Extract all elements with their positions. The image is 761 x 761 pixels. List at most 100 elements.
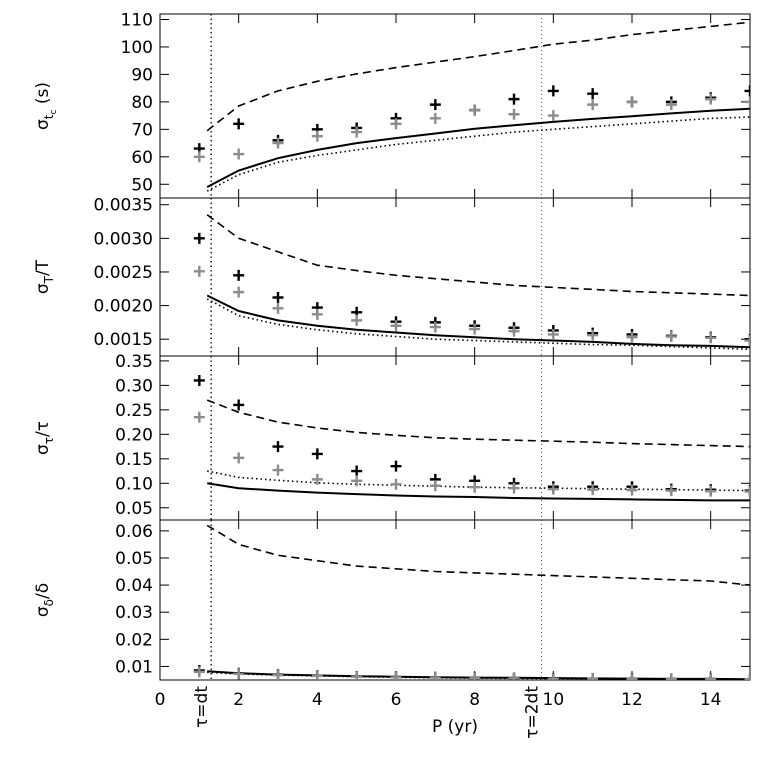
plus-point-gray (626, 96, 638, 108)
y-label-sigma: σ (33, 444, 53, 455)
y-tick-label: 0.30 (115, 376, 153, 396)
dashed-curve (206, 399, 750, 448)
x-tick-label: 8 (469, 690, 480, 710)
plus-point-gray (626, 331, 638, 343)
annotation-tau-2dt: τ=2dt (523, 686, 543, 739)
y-tick-label: 0.0030 (94, 229, 153, 249)
plus-point-gray (390, 671, 402, 680)
y-label-sigma: σ (33, 119, 53, 130)
plus-point-gray (744, 96, 750, 108)
plus-point-gray (351, 671, 363, 680)
y-tick-label: 50 (131, 175, 153, 195)
plus-point-gray (311, 130, 323, 142)
plus-point-black (233, 269, 245, 281)
plus-point-gray (587, 99, 599, 111)
plus-point-gray (705, 485, 717, 497)
plus-point-gray (272, 302, 284, 314)
y-tick-label: 0.01 (115, 657, 153, 677)
plus-point-gray (429, 480, 441, 492)
y-label-rest: /δ (33, 583, 53, 599)
plus-point-gray (587, 673, 599, 680)
y-tick-label: 70 (131, 120, 153, 140)
series-group (193, 374, 750, 502)
x-tick-label: 2 (233, 690, 244, 710)
plus-point-gray (665, 485, 677, 497)
y-label-sub: δ (42, 599, 56, 606)
plus-point-gray (429, 321, 441, 333)
plus-point-gray (390, 118, 402, 130)
plus-point-black (233, 399, 245, 411)
y-axis-label: στ/τ (33, 421, 56, 455)
y-label-subsub: c (49, 109, 59, 114)
plus-point-gray (547, 483, 559, 495)
plus-point-black (272, 292, 284, 304)
plus-point-black (193, 232, 205, 244)
plus-point-gray (508, 325, 520, 337)
panel-sigma_t: 50 60 70 80 90 100 110 σtc (s) (33, 10, 751, 199)
y-axis-label: σT/T (33, 259, 56, 294)
plus-point-gray (351, 475, 363, 487)
plus-point-black (193, 374, 205, 386)
x-tick-label: 4 (312, 690, 323, 710)
y-tick-label: 0.25 (115, 401, 153, 421)
x-tick-label: 12 (621, 690, 643, 710)
plus-point-gray (665, 331, 677, 343)
plus-point-gray (193, 666, 205, 678)
plus-point-gray (193, 265, 205, 277)
plus-point-gray (390, 320, 402, 332)
y-label-sigma: σ (33, 606, 53, 617)
y-tick-label: 0.0015 (94, 330, 153, 350)
plus-point-gray (272, 137, 284, 149)
y-label-sigma: σ (33, 283, 53, 294)
y-label-rest: /τ (33, 421, 53, 437)
x-tick-label: 6 (391, 690, 402, 710)
plus-point-gray (193, 411, 205, 423)
y-label-rest: /T (33, 259, 53, 276)
y-axis-label: σtc (s) (33, 82, 59, 130)
series-group (193, 214, 750, 351)
dashed-curve (206, 21, 750, 132)
y-axis-label: σδ/δ (33, 583, 56, 617)
annotation-tau-dt: τ=dt (192, 686, 212, 728)
plus-point-black (429, 99, 441, 111)
y-tick-label: 0.0020 (94, 297, 153, 317)
plus-point-black (351, 465, 363, 477)
plus-point-gray (469, 672, 481, 680)
plus-point-gray (508, 108, 520, 120)
panel-sigma_T: 0.0015 0.0020 0.0025 0.0030 0.0035 σT/T (33, 196, 751, 357)
dotted-curve (206, 116, 750, 192)
plus-point-gray (469, 481, 481, 493)
plus-point-gray (233, 668, 245, 680)
plus-point-black (272, 441, 284, 453)
plus-point-gray (626, 484, 638, 496)
panel-frame (159, 519, 751, 681)
plus-point-gray (705, 93, 717, 105)
y-tick-label: 100 (121, 38, 153, 58)
plus-point-gray (351, 314, 363, 326)
plus-point-gray (429, 112, 441, 124)
plus-point-gray (311, 670, 323, 680)
plus-point-black (390, 460, 402, 472)
plus-point-gray (193, 151, 205, 163)
dashed-curve (206, 214, 750, 297)
series-group (193, 524, 750, 680)
y-label-rest: (s) (33, 82, 53, 110)
plus-point-gray (390, 478, 402, 490)
y-tick-label: 0.05 (115, 499, 153, 519)
plus-point-gray (587, 329, 599, 341)
y-tick-label: 0.03 (115, 603, 153, 623)
dashed-curve (206, 524, 750, 586)
plus-point-black (547, 85, 559, 97)
plus-point-gray (469, 323, 481, 335)
y-tick-label: 0.04 (115, 576, 153, 596)
plus-point-gray (429, 672, 441, 680)
dotted-curve (206, 298, 750, 351)
y-label-sub: T (42, 275, 56, 284)
y-tick-label: 0.05 (115, 549, 153, 569)
series-group (193, 21, 750, 192)
plus-point-gray (311, 308, 323, 320)
plus-point-black (233, 118, 245, 130)
plus-point-gray (272, 669, 284, 680)
